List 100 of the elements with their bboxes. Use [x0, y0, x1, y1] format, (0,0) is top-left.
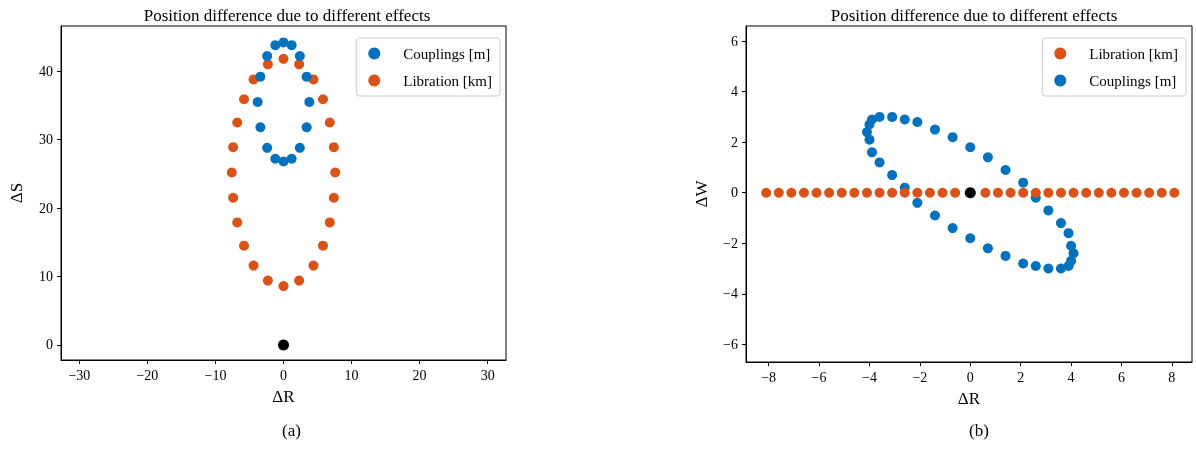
point — [887, 111, 898, 122]
point — [947, 223, 958, 234]
point — [262, 51, 273, 62]
point — [270, 40, 281, 51]
point — [1030, 187, 1041, 198]
x-tick-label: 6 — [1117, 369, 1125, 385]
y-tick-label: 20 — [39, 200, 53, 216]
text: (b) — [969, 421, 989, 440]
point — [232, 117, 243, 128]
point — [786, 187, 797, 198]
point — [887, 187, 898, 198]
x-tick-label: −20 — [136, 367, 159, 383]
chart-title: Position difference due to different effects — [830, 6, 1118, 25]
text: (a) — [282, 421, 301, 440]
point — [270, 153, 281, 164]
point — [947, 132, 958, 143]
point — [980, 187, 991, 198]
point — [294, 142, 305, 153]
x-axis-title: ΔR — [957, 389, 981, 408]
point — [965, 142, 976, 153]
point — [255, 71, 266, 82]
x-tick-label: 30 — [480, 367, 495, 383]
point — [232, 217, 243, 228]
point — [278, 281, 289, 292]
point — [228, 192, 239, 203]
x-tick-label: 0 — [966, 369, 974, 385]
y-tick-label: 0 — [46, 337, 53, 353]
point — [1030, 261, 1041, 271]
point — [1005, 187, 1016, 198]
point — [248, 260, 259, 271]
point — [899, 187, 910, 198]
point — [301, 122, 312, 133]
point — [864, 134, 875, 145]
point — [1000, 250, 1011, 261]
point — [874, 157, 885, 168]
point — [1144, 187, 1155, 198]
point — [773, 187, 784, 198]
point — [1156, 187, 1167, 198]
point — [874, 187, 885, 198]
point — [824, 187, 835, 198]
point — [1063, 228, 1074, 239]
point — [328, 192, 339, 203]
point — [278, 53, 289, 64]
x-tick-label: 8 — [1168, 369, 1176, 385]
x-tick-label: −6 — [811, 369, 827, 385]
y-tick-label: 40 — [39, 63, 53, 79]
point — [861, 127, 872, 138]
x-tick-label: −2 — [912, 369, 928, 385]
y-tick-label: −4 — [723, 286, 738, 302]
point — [317, 94, 328, 105]
point — [304, 96, 315, 107]
point — [317, 240, 328, 251]
point — [1081, 187, 1092, 198]
point — [324, 117, 335, 128]
point — [1043, 187, 1054, 198]
y-tick-label: 0 — [731, 185, 738, 201]
point — [1043, 205, 1054, 216]
point — [836, 187, 847, 198]
point — [226, 167, 237, 178]
legend-label: Libration [km] — [1089, 45, 1179, 62]
y-tick-label: −2 — [723, 235, 738, 251]
point — [849, 187, 860, 198]
point — [239, 94, 250, 105]
x-tick-label: −8 — [761, 369, 777, 385]
point — [301, 71, 312, 82]
legend-label: Libration [km] — [403, 72, 493, 89]
point — [252, 96, 263, 107]
point — [912, 187, 923, 198]
point — [1055, 263, 1066, 274]
x-tick-label: 10 — [344, 367, 359, 383]
point — [1055, 218, 1066, 229]
point — [278, 339, 289, 351]
point — [324, 217, 335, 228]
point — [982, 243, 993, 254]
point — [912, 197, 923, 208]
legend-label: Couplings [m] — [1089, 72, 1177, 89]
point — [286, 40, 297, 51]
point — [1093, 187, 1104, 198]
point — [861, 187, 872, 198]
y-tick-label: 4 — [731, 84, 738, 100]
point — [1106, 187, 1117, 198]
point — [929, 210, 940, 221]
point — [964, 187, 976, 199]
point — [1018, 187, 1029, 198]
point — [1018, 258, 1029, 269]
y-tick-label: 6 — [731, 33, 738, 49]
point — [1066, 255, 1077, 266]
y-axis-title: ΔS — [7, 182, 26, 204]
point — [929, 124, 940, 135]
point — [887, 170, 898, 181]
point — [1000, 165, 1011, 175]
y-axis-title: ΔW — [692, 179, 711, 208]
y-tick-label: 2 — [731, 134, 738, 150]
point — [1066, 240, 1077, 251]
y-tick-label: 30 — [39, 132, 53, 148]
point — [798, 187, 809, 198]
point — [899, 114, 910, 125]
point — [239, 240, 250, 251]
point — [965, 233, 976, 244]
point — [811, 187, 822, 198]
